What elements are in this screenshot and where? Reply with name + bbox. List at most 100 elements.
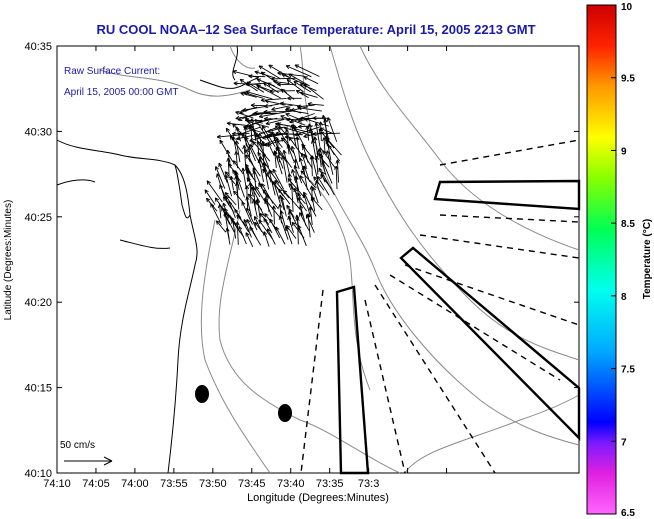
current-vector [257, 158, 264, 183]
current-vector [286, 144, 295, 162]
current-vector [277, 71, 305, 77]
current-vector [252, 141, 271, 162]
x-tick-label: 73:50 [199, 478, 227, 490]
current-vector [262, 152, 270, 168]
contour-1 [299, 45, 580, 446]
current-vector [297, 224, 307, 247]
current-vector [279, 210, 287, 231]
current-vector [313, 136, 318, 155]
current-vector [285, 112, 300, 120]
current-vector [284, 128, 290, 155]
current-vector [273, 150, 283, 175]
contour-2 [329, 45, 580, 361]
current-vector [248, 74, 266, 79]
current-vector [269, 218, 281, 239]
current-vector [278, 188, 291, 205]
current-vector [245, 232, 254, 248]
colorbar-ticks: 10 9.5 9 8.5 8 7.5 7 6.5 [611, 2, 635, 519]
current-vector [319, 153, 327, 176]
x-tick-label: 73:40 [277, 478, 305, 490]
current-vector [295, 217, 300, 245]
x-tick-label: 73:45 [238, 478, 266, 490]
current-vector [262, 189, 279, 210]
current-vector [306, 213, 311, 238]
x-tick-label: 73:3 [358, 478, 379, 490]
current-vector [204, 189, 216, 205]
beam-east [433, 179, 581, 211]
current-vector [258, 65, 281, 80]
y-tick-label: 40:25 [24, 212, 52, 224]
current-vector [266, 228, 276, 245]
current-vector [295, 136, 301, 161]
x-tick-label: 74:05 [82, 478, 110, 490]
current-vector [263, 197, 280, 217]
x-axis: 74:10 74:05 74:00 73:55 73:50 73:45 73:40 73:35… [43, 46, 448, 490]
current-vector [281, 73, 304, 85]
current-vector [300, 170, 317, 189]
current-vector [299, 175, 313, 198]
current-vector [272, 168, 285, 190]
station-markers [195, 385, 292, 422]
current-vector [280, 101, 302, 107]
current-vector [293, 165, 303, 184]
current-vector [258, 219, 273, 240]
current-vector [296, 192, 303, 217]
plot-frame [56, 45, 580, 474]
current-vector [232, 123, 248, 141]
current-vector [310, 139, 318, 163]
current-vector [282, 190, 301, 210]
current-vector [265, 119, 285, 126]
current-vector [287, 178, 306, 199]
current-vector [262, 162, 270, 190]
current-vector [303, 83, 324, 100]
current-vector [299, 212, 310, 231]
current-vector [325, 150, 334, 175]
contour-4 [218, 209, 401, 474]
colorbar-tick-label: 9 [621, 146, 627, 157]
x-tick-label: 73:55 [160, 478, 188, 490]
x-axis-label: Longitude (Degrees:Minutes) [247, 492, 389, 504]
radial-8 [300, 289, 324, 474]
radial-1 [439, 139, 580, 166]
x-tick-label: 74:10 [43, 478, 71, 490]
current-vector [244, 136, 256, 162]
current-vector [235, 113, 263, 121]
current-vector [256, 84, 281, 99]
current-vector [224, 171, 236, 185]
current-vector [327, 145, 341, 162]
current-vector [272, 181, 281, 204]
current-vector [260, 97, 287, 103]
current-vector [311, 186, 319, 204]
current-vector [260, 71, 280, 85]
current-vector [285, 108, 309, 115]
current-vector [255, 186, 267, 204]
current-vector [238, 226, 247, 245]
ny-harbor-shore [199, 77, 259, 89]
current-vector [301, 143, 312, 157]
current-vector [314, 155, 320, 175]
y-tick-label: 40:35 [24, 41, 52, 53]
current-vector [315, 180, 322, 197]
current-vector [294, 175, 299, 196]
current-vector [252, 167, 263, 190]
current-vector [263, 231, 270, 247]
current-vector [258, 111, 287, 119]
contour-3 [359, 45, 580, 251]
colorbar-label: Temperature (°C) [642, 219, 653, 300]
current-vector [335, 159, 340, 183]
radial-6 [374, 284, 496, 474]
y-tick-label: 40:30 [24, 126, 52, 138]
colorbar-tick-label: 9.5 [621, 74, 635, 85]
contour-6 [404, 394, 580, 474]
current-vector [273, 79, 290, 85]
current-vector [291, 169, 297, 184]
current-vector [280, 155, 288, 183]
nj-coast [56, 139, 198, 474]
x-tick-label: 73:35 [316, 478, 344, 490]
current-vector [310, 196, 323, 211]
current-vector [234, 208, 250, 233]
current-vector [303, 76, 319, 85]
current-vector [224, 174, 233, 197]
current-vector [217, 204, 223, 219]
staten-shore [232, 45, 238, 81]
